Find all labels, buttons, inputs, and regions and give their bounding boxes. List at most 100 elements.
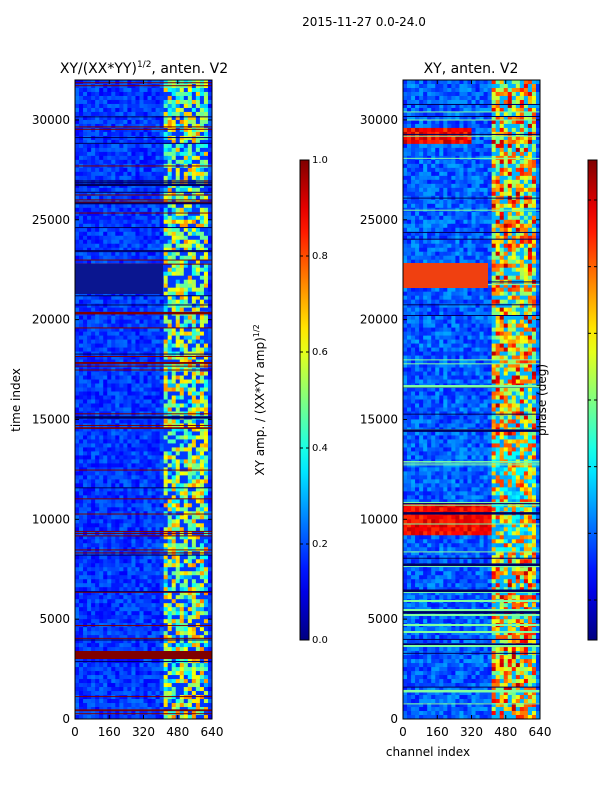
heatmap-cell xyxy=(199,487,205,492)
heatmap-cell xyxy=(183,275,189,280)
heatmap-cell xyxy=(155,80,160,85)
heatmap-cell xyxy=(111,127,116,133)
heatmap-cell xyxy=(119,391,124,396)
heatmap-cell xyxy=(155,239,160,245)
heatmap-cell xyxy=(91,455,96,460)
heatmap-cell xyxy=(107,123,112,129)
heatmap-cell xyxy=(203,407,209,412)
heatmap-cell xyxy=(175,127,181,133)
heatmap-cell xyxy=(151,571,156,576)
heatmap-cell xyxy=(127,247,132,253)
heatmap-cell xyxy=(135,123,140,129)
heatmap-cell xyxy=(171,491,177,496)
heatmap-cell xyxy=(123,131,128,137)
heatmap-cell xyxy=(87,239,92,245)
heatmap-cell xyxy=(191,639,197,644)
heatmap-cell xyxy=(151,135,156,141)
heatmap-cell xyxy=(139,339,144,344)
heatmap-cell xyxy=(147,119,152,125)
heatmap-cell xyxy=(171,107,177,113)
heatmap-cell xyxy=(131,551,136,556)
heatmap-cell xyxy=(91,323,96,328)
heatmap-cell xyxy=(175,99,181,105)
heatmap-cell xyxy=(175,379,181,384)
heatmap-cell xyxy=(167,511,173,516)
heatmap-cell xyxy=(167,263,173,268)
heatmap-cell xyxy=(107,387,112,392)
heatmap-cell xyxy=(99,123,104,129)
heatmap-cell xyxy=(143,147,148,153)
heatmap-cell xyxy=(83,519,88,524)
heatmap-cell xyxy=(115,543,120,548)
heatmap-cell xyxy=(79,131,84,137)
heatmap-cell xyxy=(199,223,205,229)
heatmap-cell xyxy=(187,119,193,125)
heatmap-cell xyxy=(191,107,197,113)
heatmap-cell xyxy=(159,503,164,508)
heatmap-cell xyxy=(199,455,205,460)
heatmap-cell xyxy=(111,143,116,149)
heatmap-cell xyxy=(187,283,193,288)
heatmap-cell xyxy=(87,379,92,384)
heatmap-cell xyxy=(203,395,209,400)
heatmap-cell xyxy=(179,539,185,544)
heatmap-cell xyxy=(195,219,201,225)
heatmap-cell xyxy=(127,395,132,400)
heatmap-cell xyxy=(163,551,168,556)
heatmap-cell xyxy=(103,235,108,241)
heatmap-cell xyxy=(123,555,128,560)
amplitude-panel-ylabel: time index xyxy=(9,368,23,432)
heatmap-cell xyxy=(111,223,116,229)
heatmap-cell xyxy=(199,175,205,181)
heatmap-cell xyxy=(103,527,108,532)
heatmap-cell xyxy=(99,259,104,265)
heatmap-cell xyxy=(99,119,104,125)
heatmap-cell xyxy=(195,459,201,464)
heatmap-cell xyxy=(111,571,116,576)
heatmap-cell xyxy=(195,559,201,564)
heatmap-cell xyxy=(191,151,197,157)
heatmap-cell xyxy=(115,451,120,456)
heatmap-cell xyxy=(87,435,92,440)
heatmap-cell xyxy=(75,555,80,560)
heatmap-cell xyxy=(127,347,132,352)
heatmap-cell xyxy=(155,567,160,572)
heatmap-cell xyxy=(183,639,189,644)
heatmap-cell xyxy=(179,251,185,257)
heatmap-cell xyxy=(111,343,116,348)
heatmap-cell xyxy=(147,551,152,556)
heatmap-cell xyxy=(163,143,168,149)
heatmap-cell xyxy=(131,187,136,193)
heatmap-cell xyxy=(159,543,164,548)
heatmap-cell xyxy=(99,243,104,249)
heatmap-cell xyxy=(131,471,136,476)
heatmap-cell xyxy=(95,483,100,488)
heatmap-cell xyxy=(191,291,197,296)
heatmap-cell xyxy=(207,339,213,344)
heatmap-cell xyxy=(175,235,181,241)
heatmap-cell xyxy=(195,647,201,652)
heatmap-cell xyxy=(171,543,177,548)
heatmap-cell xyxy=(147,251,152,257)
heatmap-cell xyxy=(207,343,213,348)
heatmap-cell xyxy=(127,259,132,265)
heatmap-cell xyxy=(79,463,84,468)
heatmap-cell xyxy=(115,187,120,193)
heatmap-cell xyxy=(167,107,173,113)
heatmap-cell xyxy=(111,635,116,640)
heatmap-cell xyxy=(115,295,120,300)
heatmap-cell xyxy=(143,159,148,165)
heatmap-cell xyxy=(207,639,213,644)
heatmap-cell xyxy=(171,519,177,524)
heatmap-cell xyxy=(179,455,185,460)
heatmap-cell xyxy=(187,583,193,588)
heatmap-cell xyxy=(75,551,80,556)
heatmap-cell xyxy=(91,167,96,173)
heatmap-cell xyxy=(75,559,80,564)
heatmap-cell xyxy=(75,603,80,608)
heatmap-cell xyxy=(123,663,128,668)
heatmap-cell xyxy=(191,331,197,336)
heatmap-cell xyxy=(75,135,80,141)
heatmap-cell xyxy=(87,307,92,312)
heatmap-cell xyxy=(147,239,152,245)
